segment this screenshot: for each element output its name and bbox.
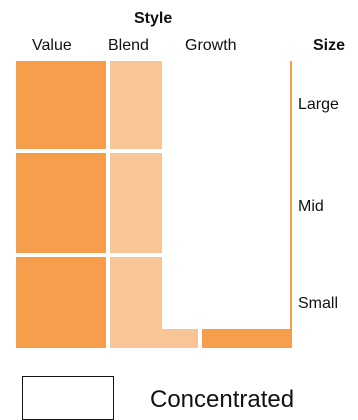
column-header-growth: Growth (185, 37, 237, 54)
cell-small-blend-bottom (162, 329, 198, 348)
cell-mid-value (16, 153, 106, 253)
cell-mid-blend (110, 153, 162, 253)
cell-large-blend (110, 61, 162, 149)
column-header-blend: Blend (108, 37, 149, 54)
cell-small-growth (202, 329, 292, 348)
cell-growth-region (162, 61, 290, 329)
size-title: Size (313, 37, 346, 54)
legend-label-concentrated: Concentrated (150, 386, 295, 413)
cell-large-value (16, 61, 106, 149)
growth-right-edge (290, 61, 292, 348)
style-title: Style (134, 10, 173, 27)
column-header-value: Value (32, 37, 72, 54)
cell-small-value (16, 257, 106, 348)
style-box-grid (16, 61, 292, 348)
legend-swatch (22, 376, 114, 420)
row-label-mid: Mid (298, 198, 324, 215)
row-label-large: Large (298, 96, 339, 113)
row-label-small: Small (298, 295, 339, 312)
cell-small-blend (110, 257, 162, 348)
